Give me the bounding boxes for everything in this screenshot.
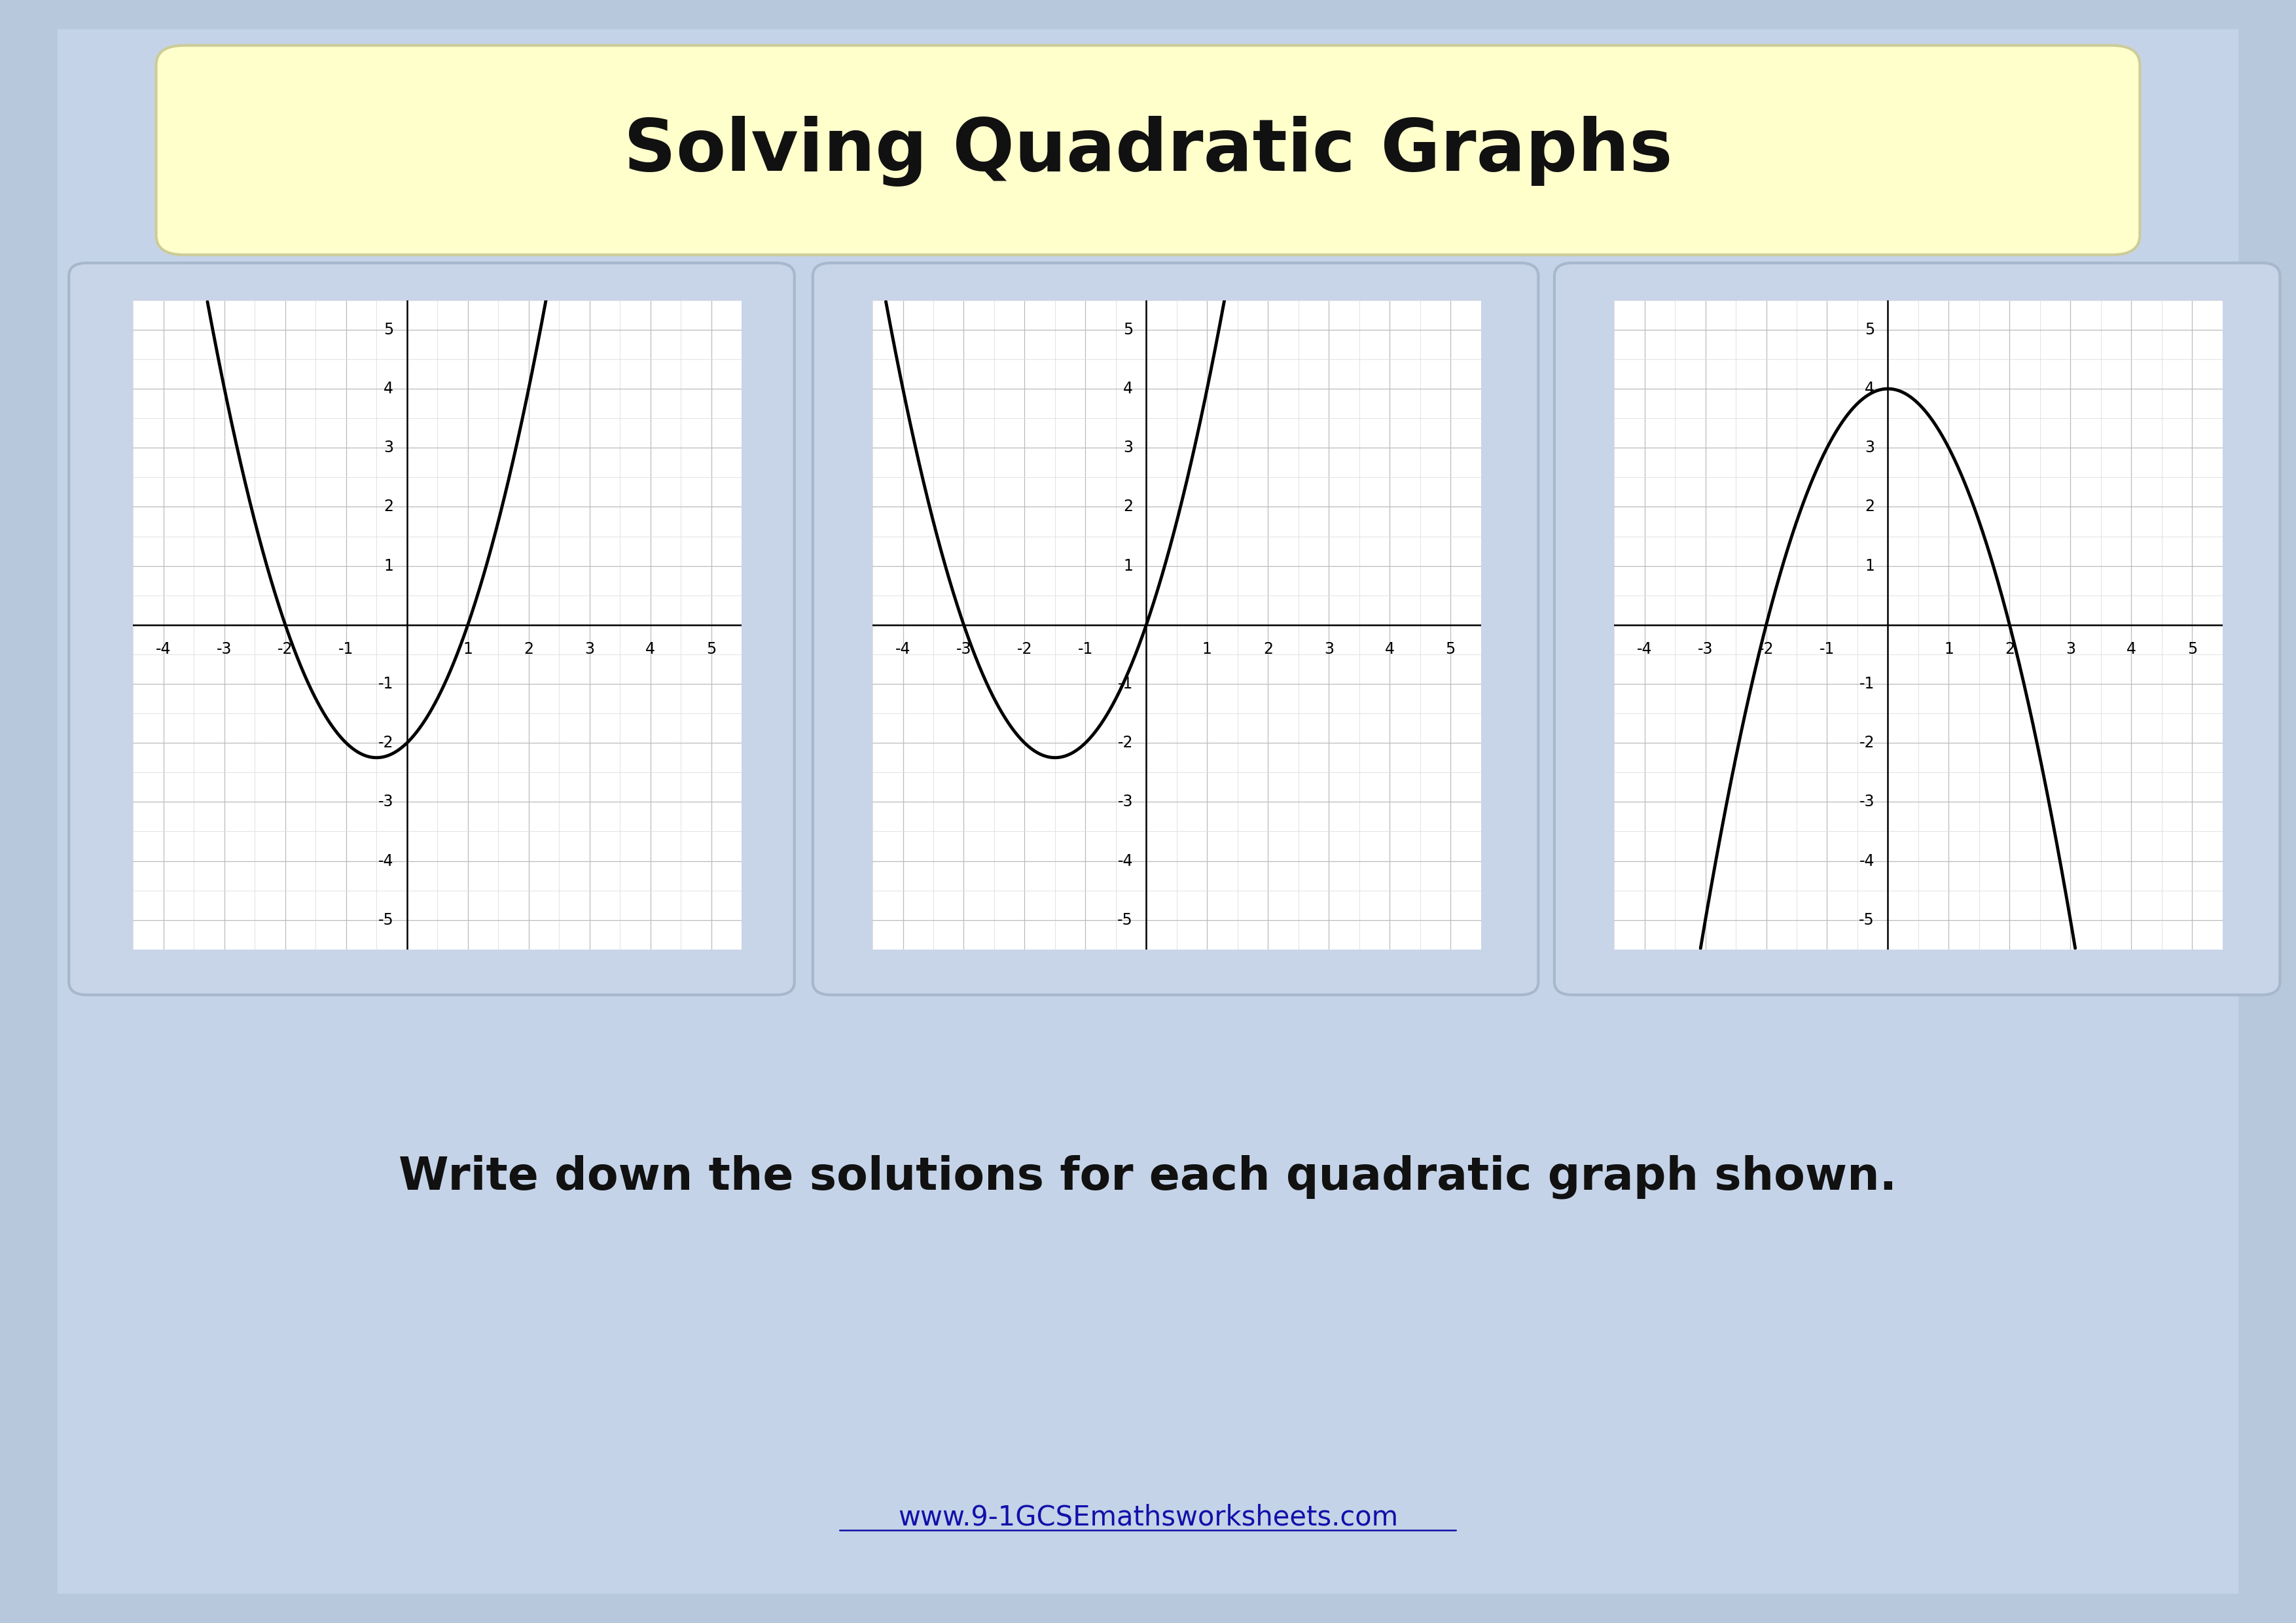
Text: -2: -2 <box>1860 735 1874 751</box>
Text: 1: 1 <box>464 641 473 657</box>
Text: 2: 2 <box>1123 498 1132 514</box>
Text: 4: 4 <box>383 381 393 396</box>
FancyBboxPatch shape <box>69 263 794 995</box>
FancyBboxPatch shape <box>156 45 2140 255</box>
FancyBboxPatch shape <box>57 29 2239 1594</box>
Text: -2: -2 <box>1759 641 1775 657</box>
Text: -3: -3 <box>955 641 971 657</box>
Text: 2: 2 <box>2004 641 2014 657</box>
Text: Solving Quadratic Graphs: Solving Quadratic Graphs <box>625 115 1671 187</box>
Text: 1: 1 <box>383 558 393 573</box>
Text: 3: 3 <box>1864 440 1874 456</box>
Text: -3: -3 <box>1697 641 1713 657</box>
FancyBboxPatch shape <box>813 263 1538 995</box>
Text: -1: -1 <box>1860 677 1874 691</box>
Text: 2: 2 <box>1864 498 1874 514</box>
Text: -1: -1 <box>1118 677 1132 691</box>
Text: -1: -1 <box>1077 641 1093 657</box>
Text: 2: 2 <box>1263 641 1272 657</box>
Text: -1: -1 <box>338 641 354 657</box>
Text: 3: 3 <box>2066 641 2076 657</box>
Text: 2: 2 <box>383 498 393 514</box>
Text: Write down the solutions for each quadratic graph shown.: Write down the solutions for each quadra… <box>400 1154 1896 1199</box>
FancyBboxPatch shape <box>1554 263 2280 995</box>
Text: -4: -4 <box>1860 854 1874 868</box>
Text: 1: 1 <box>1864 558 1874 573</box>
Text: 5: 5 <box>707 641 716 657</box>
Text: 5: 5 <box>1446 641 1456 657</box>
Text: 4: 4 <box>2126 641 2135 657</box>
Text: -3: -3 <box>1118 794 1132 810</box>
Text: 4: 4 <box>1123 381 1132 396</box>
Text: -5: -5 <box>1860 912 1874 928</box>
Text: -4: -4 <box>895 641 912 657</box>
Text: 1: 1 <box>1203 641 1212 657</box>
Text: -5: -5 <box>1118 912 1132 928</box>
Text: -2: -2 <box>1118 735 1132 751</box>
Text: 2: 2 <box>523 641 533 657</box>
Text: 4: 4 <box>1384 641 1394 657</box>
Text: -3: -3 <box>1860 794 1874 810</box>
Text: -4: -4 <box>1637 641 1653 657</box>
Text: -1: -1 <box>379 677 393 691</box>
Text: -4: -4 <box>379 854 393 868</box>
Text: 3: 3 <box>585 641 595 657</box>
Text: -2: -2 <box>278 641 294 657</box>
Text: 4: 4 <box>1864 381 1874 396</box>
Text: -4: -4 <box>156 641 172 657</box>
Text: www.9-1GCSEmathsworksheets.com: www.9-1GCSEmathsworksheets.com <box>898 1505 1398 1530</box>
Text: 3: 3 <box>1325 641 1334 657</box>
Text: 5: 5 <box>1864 321 1874 338</box>
Text: 5: 5 <box>1123 321 1132 338</box>
Text: 1: 1 <box>1123 558 1132 573</box>
Text: 3: 3 <box>1123 440 1132 456</box>
Text: 5: 5 <box>2188 641 2197 657</box>
Text: -2: -2 <box>379 735 393 751</box>
Text: -2: -2 <box>1017 641 1033 657</box>
Text: 3: 3 <box>383 440 393 456</box>
Text: 4: 4 <box>645 641 654 657</box>
Text: -5: -5 <box>379 912 393 928</box>
Text: -3: -3 <box>379 794 393 810</box>
Text: -3: -3 <box>216 641 232 657</box>
Text: 1: 1 <box>1945 641 1954 657</box>
Text: -1: -1 <box>1818 641 1835 657</box>
Text: 5: 5 <box>383 321 393 338</box>
Text: -4: -4 <box>1118 854 1132 868</box>
